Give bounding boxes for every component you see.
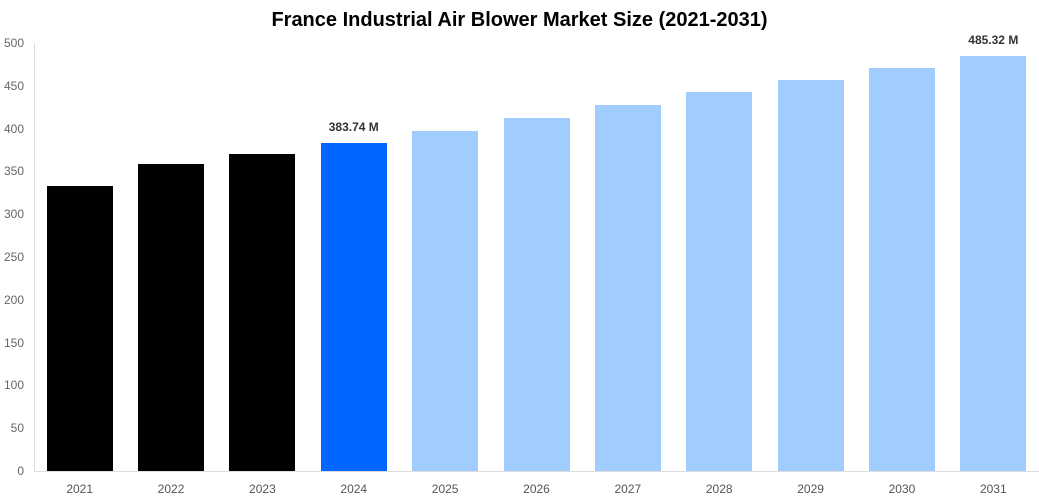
- y-axis-line: [34, 43, 35, 471]
- x-axis-line: [34, 471, 1039, 472]
- y-tick-label: 500: [3, 36, 24, 50]
- x-tick-label: 2026: [523, 482, 550, 496]
- bar-2028: [686, 91, 753, 471]
- y-tick-label: 200: [3, 292, 24, 307]
- value-label-2031: 485.32 M: [968, 32, 1019, 47]
- bar-2025: [412, 131, 479, 471]
- x-tick-label: 2023: [249, 482, 276, 496]
- value-label-2024: 383.74 M: [328, 119, 379, 134]
- x-tick-label: 2021: [66, 482, 94, 496]
- y-tick-label: 450: [3, 78, 24, 93]
- bar-2022: [138, 164, 205, 471]
- y-tick-label: 400: [3, 121, 24, 136]
- x-tick-label: 2025: [431, 482, 459, 496]
- x-tick-label: 2029: [797, 482, 824, 496]
- x-tick-label: 2027: [614, 482, 642, 496]
- x-tick-label: 2028: [705, 482, 733, 496]
- bar-2029: [777, 79, 844, 471]
- y-tick-label: 150: [3, 335, 24, 350]
- bar-2021: [46, 185, 113, 471]
- y-tick-label: 100: [3, 378, 24, 393]
- bar-2031: [960, 55, 1027, 471]
- y-tick-label: 50: [10, 421, 24, 436]
- bar-2026: [503, 118, 570, 471]
- bar-2023: [229, 154, 296, 471]
- bar-2030: [868, 67, 935, 471]
- y-tick-label: 300: [3, 207, 24, 222]
- y-tick-label: 250: [3, 250, 24, 264]
- y-tick-label: 350: [3, 164, 24, 179]
- x-tick-label: 2022: [157, 482, 185, 496]
- chart-title: France Industrial Air Blower Market Size…: [271, 9, 768, 31]
- bar-2024: [320, 142, 387, 471]
- x-tick-label: 2024: [340, 482, 368, 496]
- bar-2027: [594, 104, 661, 471]
- x-tick-label: 2030: [888, 482, 916, 496]
- x-tick-label: 2031: [979, 482, 1007, 496]
- y-tick-label: 0: [17, 464, 24, 478]
